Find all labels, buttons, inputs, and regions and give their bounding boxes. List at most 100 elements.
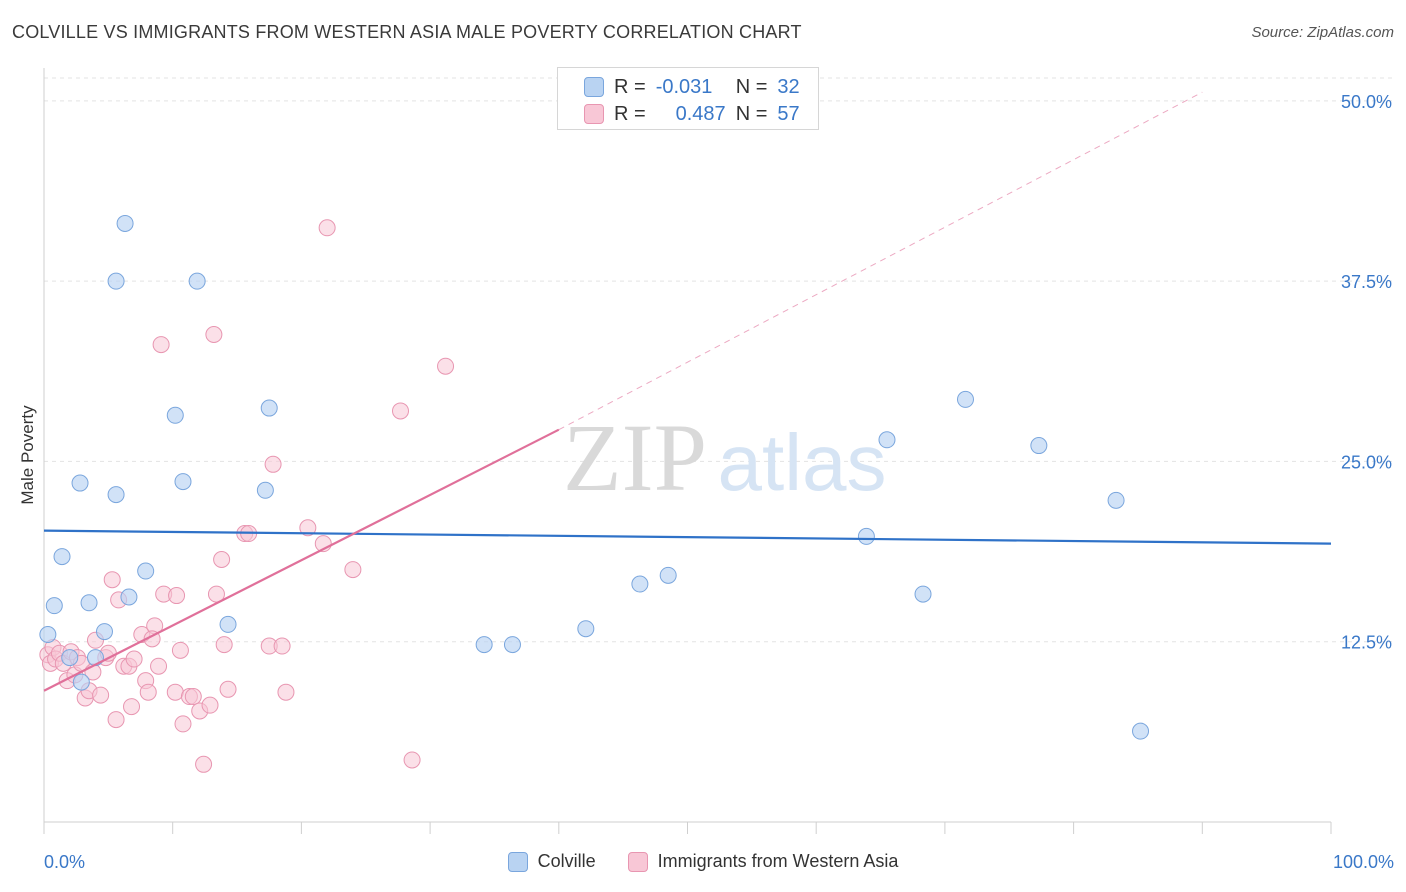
axes bbox=[43, 68, 1332, 834]
data-point-immigrants bbox=[184, 688, 202, 706]
stats-box: R = -0.031 N = 32 R = 0.487 N = 57 bbox=[557, 67, 819, 130]
data-point-immigrants bbox=[125, 650, 143, 668]
y-tick-label: 12.5% bbox=[1341, 633, 1392, 653]
data-point-colville bbox=[39, 626, 57, 643]
data-point-colville bbox=[61, 649, 79, 667]
data-point-colville bbox=[1107, 491, 1125, 509]
data-point-colville bbox=[53, 548, 71, 566]
data-point-immigrants bbox=[273, 637, 291, 655]
watermark-zip: ZIP bbox=[563, 404, 707, 511]
data-point-colville bbox=[219, 615, 237, 633]
legend-item-colville[interactable]: Colville bbox=[507, 851, 596, 872]
data-point-colville bbox=[878, 431, 896, 449]
legend-label-immigrants: Immigrants from Western Asia bbox=[657, 851, 899, 871]
stats-swatch-immigrants bbox=[584, 104, 604, 124]
data-point-colville bbox=[174, 473, 192, 491]
data-point-colville bbox=[166, 406, 184, 424]
stats-r-label: R = bbox=[614, 75, 646, 98]
stats-row-colville: R = -0.031 N = 32 bbox=[584, 74, 800, 100]
data-point-immigrants bbox=[150, 657, 168, 675]
y-tick-label: 25.0% bbox=[1341, 452, 1392, 472]
data-point-colville bbox=[914, 585, 932, 603]
series-colville-points bbox=[39, 214, 1150, 740]
data-point-immigrants bbox=[152, 336, 170, 354]
stats-swatch-colville bbox=[584, 77, 604, 97]
y-tick-label: 50.0% bbox=[1341, 92, 1392, 112]
data-point-colville bbox=[256, 481, 274, 499]
data-point-colville bbox=[95, 623, 113, 641]
data-point-immigrants bbox=[174, 715, 192, 733]
data-point-colville bbox=[956, 390, 974, 408]
data-point-colville bbox=[107, 486, 125, 504]
data-point-colville bbox=[659, 566, 677, 584]
stats-row-immigrants: R = 0.487 N = 57 bbox=[584, 101, 800, 127]
data-point-colville bbox=[80, 594, 98, 612]
data-point-immigrants bbox=[403, 751, 421, 769]
stats-n-value: 57 bbox=[777, 102, 800, 125]
gridlines bbox=[44, 77, 1392, 643]
legend-item-immigrants[interactable]: Immigrants from Western Asia bbox=[627, 851, 899, 872]
data-point-immigrants bbox=[92, 686, 110, 704]
data-point-colville bbox=[45, 597, 63, 615]
data-point-colville bbox=[116, 214, 134, 232]
data-point-immigrants bbox=[344, 561, 362, 579]
data-point-colville bbox=[577, 620, 595, 638]
x-tick-label-min: 0.0% bbox=[44, 852, 86, 872]
data-point-colville bbox=[107, 272, 125, 290]
legend-swatch-colville bbox=[507, 851, 528, 872]
data-point-colville bbox=[260, 399, 278, 417]
y-tick-label: 37.5% bbox=[1341, 272, 1392, 292]
data-point-colville bbox=[72, 673, 90, 691]
trend-line-colville bbox=[43, 529, 1332, 545]
stats-r-value: 0.487 bbox=[675, 102, 726, 125]
data-point-immigrants bbox=[103, 571, 121, 589]
stats-r-label: R = bbox=[614, 102, 646, 125]
stats-n-label: N = bbox=[735, 102, 768, 125]
legend: Colville Immigrants from Western Asia bbox=[0, 851, 1406, 872]
trend-line-immigrants-extrapolated bbox=[558, 91, 1203, 431]
stats-n-label: N = bbox=[735, 75, 768, 98]
data-point-immigrants bbox=[168, 587, 186, 605]
legend-swatch-immigrants bbox=[627, 851, 648, 872]
data-point-colville bbox=[120, 588, 138, 606]
data-point-colville bbox=[1030, 437, 1048, 455]
data-point-immigrants bbox=[215, 636, 233, 654]
stats-n-value: 32 bbox=[777, 75, 800, 98]
chart-title: COLVILLE VS IMMIGRANTS FROM WESTERN ASIA… bbox=[12, 22, 802, 42]
data-point-immigrants bbox=[123, 698, 141, 716]
data-point-immigrants bbox=[139, 683, 157, 701]
trend-lines bbox=[43, 91, 1332, 692]
data-point-colville bbox=[71, 474, 89, 492]
data-point-colville bbox=[1132, 722, 1150, 740]
data-point-immigrants bbox=[299, 519, 317, 537]
data-point-immigrants bbox=[107, 711, 125, 729]
data-point-colville bbox=[137, 562, 155, 580]
data-point-colville bbox=[503, 636, 521, 654]
data-point-immigrants bbox=[205, 326, 223, 343]
data-point-immigrants bbox=[195, 755, 213, 773]
data-point-colville bbox=[475, 636, 493, 654]
data-point-colville bbox=[857, 527, 875, 545]
data-point-immigrants bbox=[264, 455, 282, 473]
data-point-colville bbox=[86, 649, 104, 667]
data-point-immigrants bbox=[318, 219, 336, 237]
data-point-immigrants bbox=[219, 680, 237, 698]
data-point-immigrants bbox=[201, 696, 219, 714]
legend-label-colville: Colville bbox=[537, 851, 596, 871]
y-tick-labels: 12.5% 25.0% 37.5% 50.0% bbox=[1341, 92, 1392, 653]
watermark: ZIP atlas bbox=[563, 404, 886, 511]
series-immigrants-points bbox=[39, 219, 455, 773]
data-point-immigrants bbox=[213, 551, 231, 568]
data-point-immigrants bbox=[277, 683, 295, 701]
x-tick-label-max: 100.0% bbox=[1332, 852, 1394, 872]
data-point-colville bbox=[188, 272, 206, 290]
watermark-atlas: atlas bbox=[718, 418, 887, 507]
stats-r-value: -0.031 bbox=[655, 75, 713, 98]
data-point-immigrants bbox=[391, 402, 409, 420]
trend-line-immigrants bbox=[43, 428, 560, 692]
data-point-colville bbox=[631, 575, 649, 593]
source-label: Source: ZipAtlas.com bbox=[1251, 24, 1394, 41]
data-point-immigrants bbox=[166, 683, 184, 701]
data-point-immigrants bbox=[437, 357, 455, 375]
